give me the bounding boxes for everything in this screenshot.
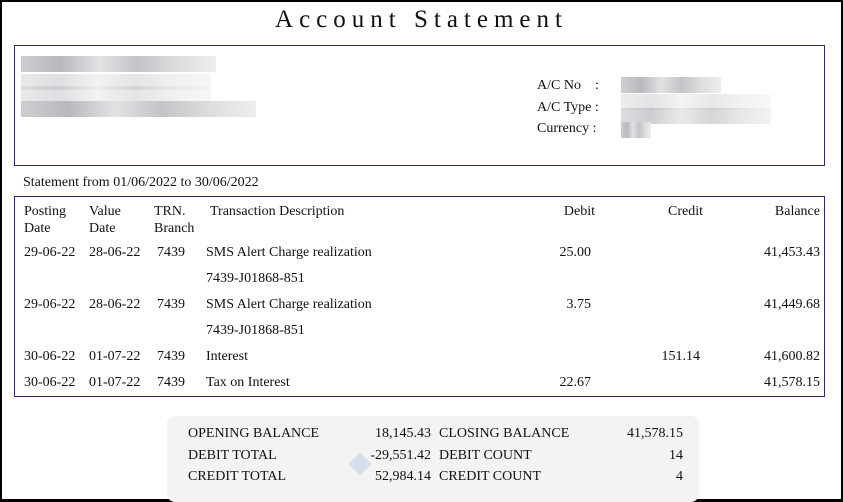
redacted-address [21,74,211,90]
closing-balance-label: CLOSING BALANCE [439,426,570,441]
header-description: Transaction Description [210,204,345,219]
value-date: 28-06-22 [89,245,141,260]
value-date: 01-07-22 [89,375,141,390]
transaction-description: Tax on Interest [206,375,290,390]
ac-type-label: A/C Type : [537,100,599,115]
debit-count-value: 14 [669,448,683,463]
posting-date: 30-06-22 [24,375,76,390]
redacted-address [21,101,256,117]
header-posting-date: Posting [24,204,67,219]
credit-total-value: 52,984.14 [375,469,431,484]
statement-period: Statement from 01/06/2022 to 30/06/2022 [23,175,259,190]
posting-date: 29-06-22 [24,245,76,260]
value-date: 28-06-22 [89,297,141,312]
redacted-name [21,56,216,72]
debit-amount: 3.75 [566,297,592,312]
redacted-currency [621,122,651,138]
header-value-date: Date [89,221,116,236]
credit-count-value: 4 [676,469,683,484]
transaction-reference: 7439-J01868-851 [206,323,305,338]
balance-amount: 41,600.82 [764,349,820,364]
value-date: 01-07-22 [89,349,141,364]
header-credit: Credit [668,204,703,219]
page-title: Account Statement [275,6,568,33]
debit-total-label: DEBIT TOTAL [188,448,277,463]
summary-box [167,416,699,502]
posting-date: 29-06-22 [24,297,76,312]
trn-branch: 7439 [157,245,185,260]
trn-branch: 7439 [157,375,185,390]
transaction-reference: 7439-J01868-851 [206,271,305,286]
ac-no-label: A/C No: [537,78,599,93]
header-value-date: Value [89,204,121,219]
header-debit: Debit [563,204,595,219]
debit-count-label: DEBIT COUNT [439,448,532,463]
transaction-description: SMS Alert Charge realization [206,245,372,260]
transaction-description: Interest [206,349,248,364]
debit-total-value: -29,551.42 [370,448,431,463]
header-posting-date: Date [24,221,51,236]
posting-date: 30-06-22 [24,349,76,364]
transaction-description: SMS Alert Charge realization [206,297,372,312]
header-trn-branch: Branch [154,221,195,236]
redacted-ac-type [621,94,771,110]
transactions-table [14,196,825,397]
header-balance: Balance [774,204,820,219]
redacted-ac-type [621,108,771,124]
balance-amount: 41,578.15 [764,375,820,390]
header-trn-branch: TRN. [154,204,186,219]
balance-amount: 41,453.43 [764,245,820,260]
account-info-box [14,45,825,166]
credit-amount: 151.14 [661,349,701,364]
debit-amount: 25.00 [559,245,592,260]
credit-total-label: CREDIT TOTAL [188,469,287,484]
redacted-ac-no [621,77,721,93]
opening-balance-value: 18,145.43 [375,426,431,441]
trn-branch: 7439 [157,297,185,312]
closing-balance-value: 41,578.15 [627,426,683,441]
redacted-address [21,86,211,102]
credit-count-label: CREDIT COUNT [439,469,542,484]
trn-branch: 7439 [157,349,185,364]
opening-balance-label: OPENING BALANCE [188,426,320,441]
debit-amount: 22.67 [559,375,592,390]
balance-amount: 41,449.68 [764,297,820,312]
currency-label: Currency : [537,121,597,136]
